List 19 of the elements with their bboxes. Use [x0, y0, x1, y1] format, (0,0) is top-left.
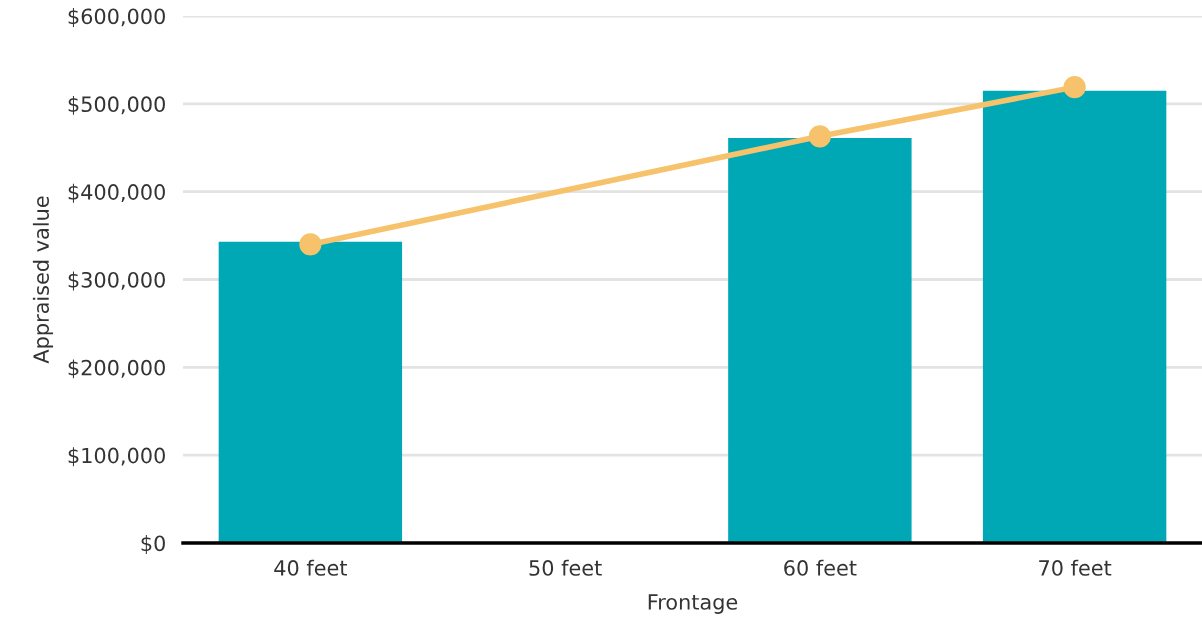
y-tick-label: $600,000: [68, 8, 165, 27]
point: [299, 233, 322, 256]
y-tick-label: $500,000: [68, 95, 165, 115]
y-tick-label: $0: [141, 535, 165, 554]
point: [808, 125, 831, 148]
x-tick-label: 40 feet: [274, 559, 348, 576]
bar: [218, 241, 403, 543]
y-tick-label: $100,000: [68, 447, 165, 467]
x-tick-label: 50 feet: [529, 559, 602, 576]
x-axis-title: Frontage: [648, 594, 738, 614]
y-tick-label: $200,000: [68, 359, 165, 379]
y-tick-label: $400,000: [68, 183, 165, 203]
y-axis-title: Appraised value: [32, 196, 54, 364]
bar: [982, 90, 1167, 543]
point: [1063, 76, 1086, 99]
x-tick-label: 70 feet: [1039, 559, 1112, 576]
bar: [728, 138, 912, 543]
y-tick-label: $300,000: [68, 271, 165, 291]
x-tick-label: 60 feet: [784, 559, 857, 576]
